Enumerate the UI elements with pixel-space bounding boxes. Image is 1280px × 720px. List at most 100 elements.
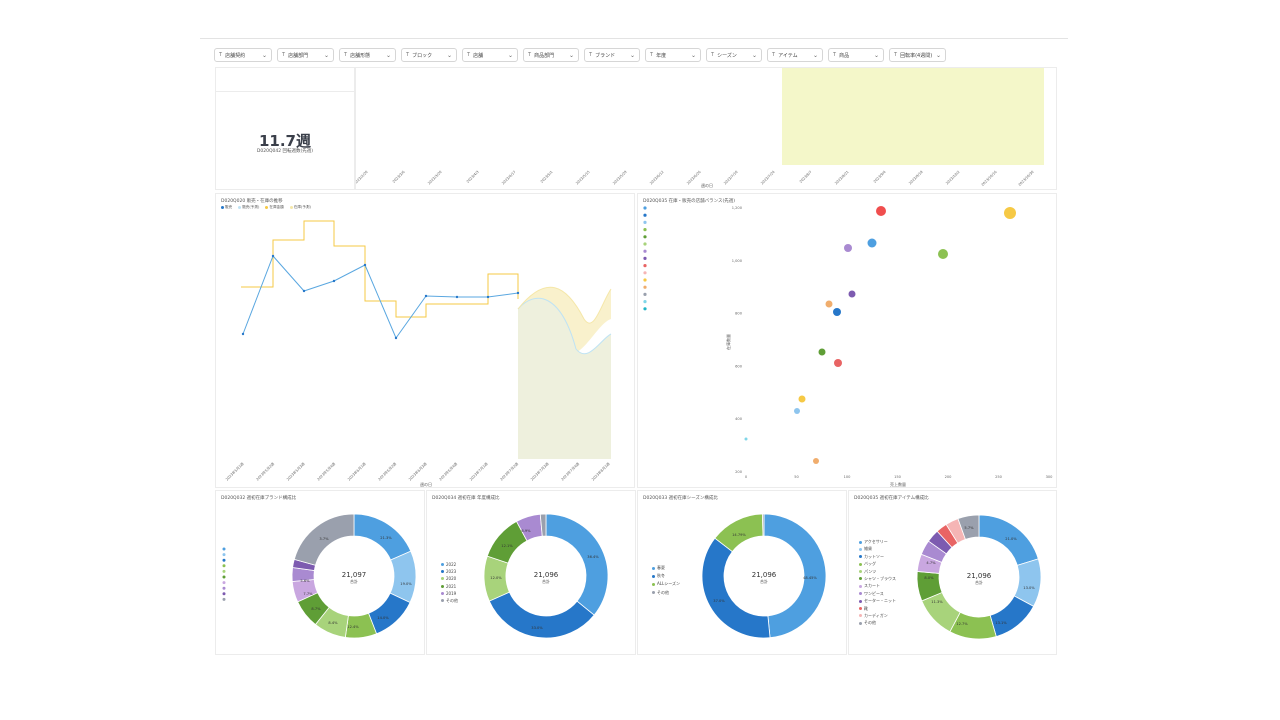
legend-item: アクセサリー bbox=[859, 539, 896, 545]
legend-item: カーディガン bbox=[859, 613, 896, 619]
donut-percent-label: 21.3% bbox=[380, 536, 392, 540]
filter-dropdown[interactable]: T 回転率(4週間) ⌄ bbox=[889, 48, 946, 62]
filter-dropdown[interactable]: T 年度 ⌄ bbox=[645, 48, 701, 62]
x-tick-label: 2023/7/10 bbox=[723, 170, 739, 186]
filter-dropdown[interactable]: T ブランド ⌄ bbox=[584, 48, 640, 62]
legend-item: ワンピース bbox=[859, 591, 896, 597]
donut-segment[interactable] bbox=[762, 513, 765, 537]
scatter-legend-dot bbox=[643, 235, 647, 239]
x-tick-label: 2023年6月4週 bbox=[438, 461, 459, 482]
legend-item: ALLシーズン bbox=[652, 581, 680, 587]
legend-dot bbox=[222, 547, 226, 551]
stock-forecast-line bbox=[517, 286, 612, 324]
donut-percent-label: 3.7% bbox=[319, 537, 329, 541]
sales-point bbox=[363, 263, 367, 267]
scatter-legend-dot bbox=[643, 307, 647, 311]
x-tick-label: 2023年7月1週 bbox=[468, 461, 489, 482]
donut-percent-label: 12.4% bbox=[347, 625, 359, 629]
donut-segment[interactable] bbox=[539, 513, 547, 537]
text-type-icon: T bbox=[772, 52, 776, 58]
scatter-point bbox=[818, 348, 826, 356]
legend-dot bbox=[859, 599, 862, 603]
sales-point bbox=[271, 254, 275, 258]
filter-dropdown[interactable]: T 店舗部門 ⌄ bbox=[277, 48, 334, 62]
legend-item: その他 bbox=[441, 598, 458, 604]
scatter-legend-dot bbox=[643, 242, 647, 246]
scatter-legend-dot bbox=[643, 300, 647, 304]
text-type-icon: T bbox=[711, 52, 715, 58]
legend-item: 販売(予測) bbox=[238, 205, 259, 210]
x-tick-label: 2023/6/12 bbox=[649, 170, 665, 186]
sales-point bbox=[486, 295, 490, 299]
kpi-label: D020Q042 回転週数(先週) bbox=[256, 149, 314, 154]
legend-label: 在庫(予測) bbox=[293, 205, 311, 209]
sales-point bbox=[516, 291, 520, 295]
filter-label: 店舗 bbox=[473, 52, 484, 59]
filter-dropdown[interactable]: T 商品部門 ⌄ bbox=[523, 48, 579, 62]
kpi-panel: 11.7週 D020Q042 回転週数(先週) bbox=[215, 91, 355, 190]
weekly-chart: 2023/2/20 2023/3/6 2023/3/20 2023/4/3 2023/4… bbox=[356, 68, 1044, 188]
legend-label: 秋冬 bbox=[657, 573, 665, 579]
legend-item: 2022 bbox=[441, 562, 458, 567]
x-tick-label: 2023/3/20 bbox=[427, 170, 443, 186]
chevron-down-icon: ⌄ bbox=[446, 51, 452, 59]
x-tick-label: 2023/2/20 bbox=[356, 170, 369, 186]
donut-year-legend: 2022 2023 2020 2021 2019 その他 bbox=[441, 562, 458, 604]
donut-percent-label: 8.0% bbox=[924, 576, 934, 580]
filter-dropdown[interactable]: T 店舗 ⌄ bbox=[462, 48, 518, 62]
legend-item: 秋冬 bbox=[652, 573, 680, 579]
legend-item: 春夏 bbox=[652, 565, 680, 571]
scatter-title: D020Q035 在庫・販売の店舗バランス(先週) bbox=[643, 199, 736, 204]
donut-segment[interactable] bbox=[957, 514, 980, 540]
donut-segment[interactable] bbox=[701, 537, 771, 639]
x-tick-label: 250 bbox=[995, 475, 1003, 479]
legend-dot bbox=[859, 540, 862, 544]
x-tick-label: 2023年5月4週 bbox=[316, 461, 337, 482]
legend-item: 雑貨 bbox=[859, 546, 896, 552]
donut-segment[interactable] bbox=[368, 592, 411, 635]
x-tick-label: 150 bbox=[894, 475, 902, 479]
scatter-point bbox=[794, 408, 800, 414]
filter-dropdown[interactable]: T 店舗形態 ⌄ bbox=[339, 48, 396, 62]
x-tick-label: 200 bbox=[945, 475, 953, 479]
x-tick-label: 2023年7月3週 bbox=[529, 461, 550, 482]
y-tick-label: 200 bbox=[735, 470, 743, 474]
legend-item: バッグ bbox=[859, 561, 896, 567]
filter-dropdown[interactable]: T シーズン ⌄ bbox=[706, 48, 762, 62]
legend-item: その他 bbox=[859, 620, 896, 626]
filter-label: アイテム bbox=[778, 52, 798, 59]
legend-dot bbox=[441, 563, 444, 566]
filter-dropdown[interactable]: T 商品 ⌄ bbox=[828, 48, 884, 62]
donut-year-panel: D020Q034 週初在庫 年度構成比 2022 2023 2020 2021 2019… bbox=[426, 490, 636, 655]
chevron-down-icon: ⌄ bbox=[935, 51, 941, 59]
x-tick-label: 2023年6月2週 bbox=[377, 461, 398, 482]
text-type-icon: T bbox=[894, 52, 898, 58]
donut-center-label: 合計 bbox=[542, 578, 550, 584]
legend-dot bbox=[859, 570, 862, 574]
legend-label: カットソー bbox=[864, 553, 884, 559]
filter-dropdown[interactable]: T 店舗契約 ⌄ bbox=[214, 48, 272, 62]
donut-segment[interactable] bbox=[545, 513, 609, 616]
x-tick-label: 2023年6月3週 bbox=[407, 461, 428, 482]
donut-segment[interactable] bbox=[763, 513, 827, 639]
x-tick-label: 2023/4/17 bbox=[501, 170, 517, 186]
line-chart-title: D020Q020 販売・在庫の推移 bbox=[221, 199, 283, 204]
legend-item: 2020 bbox=[441, 576, 458, 581]
filter-label: 商品部門 bbox=[534, 52, 555, 59]
legend-label: ALLシーズン bbox=[657, 581, 680, 587]
scatter-legend-dot bbox=[643, 292, 647, 296]
legend-label: 靴 bbox=[864, 605, 868, 611]
legend-item: セーター・ニット bbox=[859, 598, 896, 604]
y-tick-label: 600 bbox=[735, 364, 743, 368]
legend-dot bbox=[222, 586, 226, 590]
legend-label: ワンピース bbox=[864, 590, 884, 596]
donut-percent-label: 14.79% bbox=[732, 533, 746, 537]
donut-percent-label: 21.0% bbox=[1005, 537, 1017, 541]
donut-segment[interactable] bbox=[293, 513, 355, 566]
filter-dropdown[interactable]: T アイテム ⌄ bbox=[767, 48, 823, 62]
filter-dropdown[interactable]: T ブロック ⌄ bbox=[401, 48, 457, 62]
scatter-panel: D020Q035 在庫・販売の店舗バランス(先週) 200 400 600 800 1,… bbox=[637, 193, 1057, 488]
x-axis-label: 週の日 bbox=[701, 182, 713, 188]
filter-bar: T 店舗契約 ⌄ T 店舗部門 ⌄ T 店舗形態 ⌄ T ブロック ⌄ T 店舗 ⌄ T 商品部門 ⌄ T ブランド ⌄… bbox=[214, 48, 946, 64]
scatter-point bbox=[834, 359, 842, 367]
